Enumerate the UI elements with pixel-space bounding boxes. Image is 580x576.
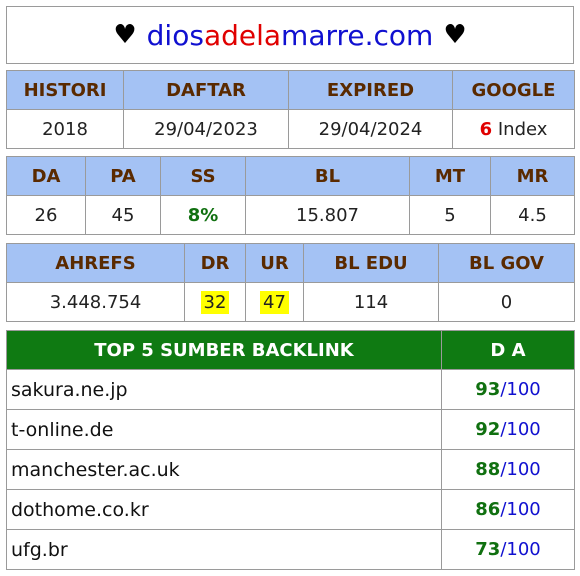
header-ur: UR — [245, 243, 304, 283]
da-max: /100 — [500, 379, 541, 400]
value-bl: 15.807 — [245, 195, 410, 235]
table-row: sakura.ne.jp 93/100 — [6, 369, 575, 410]
ahrefs-metrics-table: AHREFS DR UR BL EDU BL GOV 3.448.754 32 … — [6, 243, 575, 322]
value-bl-gov: 0 — [438, 282, 575, 322]
value-google: 6 Index — [452, 109, 575, 149]
backlink-site: t-online.de — [6, 409, 442, 450]
backlink-da: 86/100 — [441, 489, 575, 530]
header-expired: EXPIRED — [288, 70, 453, 110]
dr-highlight: 32 — [200, 290, 230, 314]
google-index-count: 6 — [479, 118, 493, 140]
value-expired: 29/04/2024 — [288, 109, 453, 149]
header-histori: HISTORI — [6, 70, 124, 110]
table-row: manchester.ac.uk 88/100 — [6, 449, 575, 490]
heart-icon: ♥ — [113, 20, 137, 50]
header-google: GOOGLE — [452, 70, 575, 110]
backlink-site: sakura.ne.jp — [6, 369, 442, 410]
table-row: t-online.de 92/100 — [6, 409, 575, 450]
value-da: 26 — [6, 195, 86, 235]
value-mr: 4.5 — [490, 195, 575, 235]
header-mt: MT — [409, 156, 491, 196]
moz-metrics-table: DA PA SS BL MT MR 26 45 8% 15.807 5 4.5 — [6, 156, 575, 235]
header-ahrefs: AHREFS — [6, 243, 185, 283]
backlink-da: 93/100 — [441, 369, 575, 410]
da-score: 73 — [475, 539, 501, 560]
domain-name: diosadelamarre.com — [147, 19, 434, 52]
da-max: /100 — [500, 459, 541, 480]
ur-highlight: 47 — [260, 290, 289, 314]
value-bl-edu: 114 — [303, 282, 439, 322]
header-bl: BL — [245, 156, 410, 196]
table-row: ufg.br 73/100 — [6, 529, 575, 570]
heart-icon: ♥ — [443, 20, 467, 50]
header-dr: DR — [184, 243, 246, 283]
google-index-label: Index — [492, 118, 548, 140]
backlink-da: 73/100 — [441, 529, 575, 570]
header-top-backlink: TOP 5 SUMBER BACKLINK — [6, 330, 442, 370]
backlink-site: dothome.co.kr — [6, 489, 442, 530]
value-ahrefs: 3.448.754 — [6, 282, 185, 322]
header-bl-edu: BL EDU — [303, 243, 439, 283]
da-max: /100 — [500, 419, 541, 440]
value-histori: 2018 — [6, 109, 124, 149]
da-score: 86 — [475, 499, 501, 520]
da-max: /100 — [500, 539, 541, 560]
da-score: 93 — [475, 379, 501, 400]
domain-part-1: dios — [146, 18, 204, 52]
value-mt: 5 — [409, 195, 491, 235]
domain-part-2: adela — [203, 18, 282, 52]
backlink-da: 88/100 — [441, 449, 575, 490]
value-pa: 45 — [85, 195, 161, 235]
value-daftar: 29/04/2023 — [123, 109, 289, 149]
domain-part-3: marre.com — [281, 18, 434, 52]
da-score: 92 — [475, 419, 501, 440]
da-score: 88 — [475, 459, 501, 480]
header-mr: MR — [490, 156, 575, 196]
da-max: /100 — [500, 499, 541, 520]
header-ss: SS — [160, 156, 246, 196]
value-ss: 8% — [160, 195, 246, 235]
site-title-box: ♥ diosadelamarre.com ♥ — [6, 6, 574, 64]
header-da: DA — [6, 156, 86, 196]
domain-info-table: HISTORI DAFTAR EXPIRED GOOGLE 2018 29/04… — [6, 70, 575, 149]
header-bl-gov: BL GOV — [438, 243, 575, 283]
header-pa: PA — [85, 156, 161, 196]
header-da-column: D A — [441, 330, 575, 370]
backlink-da: 92/100 — [441, 409, 575, 450]
value-dr: 32 — [184, 282, 246, 322]
top-backlinks-table: TOP 5 SUMBER BACKLINK D A sakura.ne.jp 9… — [6, 330, 575, 570]
table-row: dothome.co.kr 86/100 — [6, 489, 575, 530]
header-daftar: DAFTAR — [123, 70, 289, 110]
value-ur: 47 — [245, 282, 304, 322]
backlink-site: manchester.ac.uk — [6, 449, 442, 490]
backlink-site: ufg.br — [6, 529, 442, 570]
